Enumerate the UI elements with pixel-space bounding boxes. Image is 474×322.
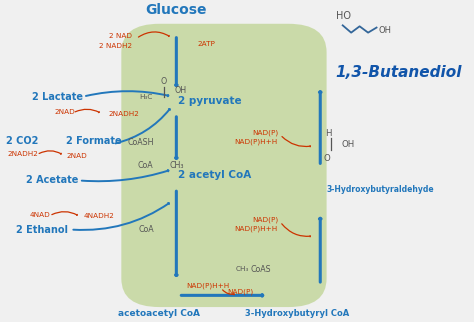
- Text: OH: OH: [174, 86, 186, 95]
- Text: 2ATP: 2ATP: [198, 41, 215, 47]
- Text: NAD(P)H+H: NAD(P)H+H: [235, 225, 278, 232]
- Text: 2 Ethanol: 2 Ethanol: [16, 224, 67, 234]
- Text: 3-Hydroxybutyryl CoA: 3-Hydroxybutyryl CoA: [245, 309, 349, 317]
- Text: OH: OH: [378, 26, 391, 35]
- Text: CoASH: CoASH: [128, 138, 154, 147]
- Text: CoA: CoA: [138, 225, 154, 234]
- Text: CH₃: CH₃: [170, 161, 184, 170]
- Text: NAD(P): NAD(P): [252, 217, 278, 223]
- Text: 2NADH2: 2NADH2: [7, 151, 38, 157]
- Text: CH₃: CH₃: [235, 266, 249, 272]
- Text: CoAS: CoAS: [251, 265, 272, 274]
- Text: 2 Formate: 2 Formate: [66, 136, 122, 146]
- Text: 2 Acetate: 2 Acetate: [26, 175, 79, 185]
- Text: acetoacetyl CoA: acetoacetyl CoA: [118, 309, 201, 317]
- Text: NAD(P)H+H: NAD(P)H+H: [186, 283, 230, 289]
- Text: 2 acetyl CoA: 2 acetyl CoA: [179, 170, 252, 180]
- Text: 4NAD: 4NAD: [30, 212, 51, 218]
- Text: H₃C: H₃C: [140, 94, 153, 99]
- Text: H: H: [326, 129, 332, 138]
- Text: 2NAD: 2NAD: [66, 153, 87, 159]
- Text: O: O: [161, 77, 167, 86]
- Text: 2 NAD: 2 NAD: [109, 33, 132, 39]
- FancyBboxPatch shape: [121, 24, 327, 307]
- Text: 4NADH2: 4NADH2: [83, 213, 114, 219]
- Text: 2 CO2: 2 CO2: [6, 136, 38, 146]
- Text: 2 pyruvate: 2 pyruvate: [179, 96, 242, 106]
- Text: NAD(P): NAD(P): [252, 130, 278, 136]
- Text: OH: OH: [341, 139, 355, 148]
- Text: O: O: [323, 154, 330, 163]
- Text: 1,3-Butanediol: 1,3-Butanediol: [335, 65, 462, 80]
- Text: 2NAD: 2NAD: [54, 109, 75, 115]
- Text: CoA: CoA: [137, 161, 153, 170]
- Text: NAD(P): NAD(P): [227, 289, 253, 295]
- Text: 2 NADH2: 2 NADH2: [99, 43, 132, 49]
- Text: NAD(P)H+H: NAD(P)H+H: [235, 138, 278, 145]
- Text: HO: HO: [336, 11, 351, 21]
- Text: 2NADH2: 2NADH2: [109, 111, 139, 117]
- Text: Glucose: Glucose: [146, 4, 207, 17]
- Text: 2 Lactate: 2 Lactate: [32, 91, 83, 101]
- Text: 3-Hydroxybutyraldehyde: 3-Hydroxybutyraldehyde: [327, 185, 434, 194]
